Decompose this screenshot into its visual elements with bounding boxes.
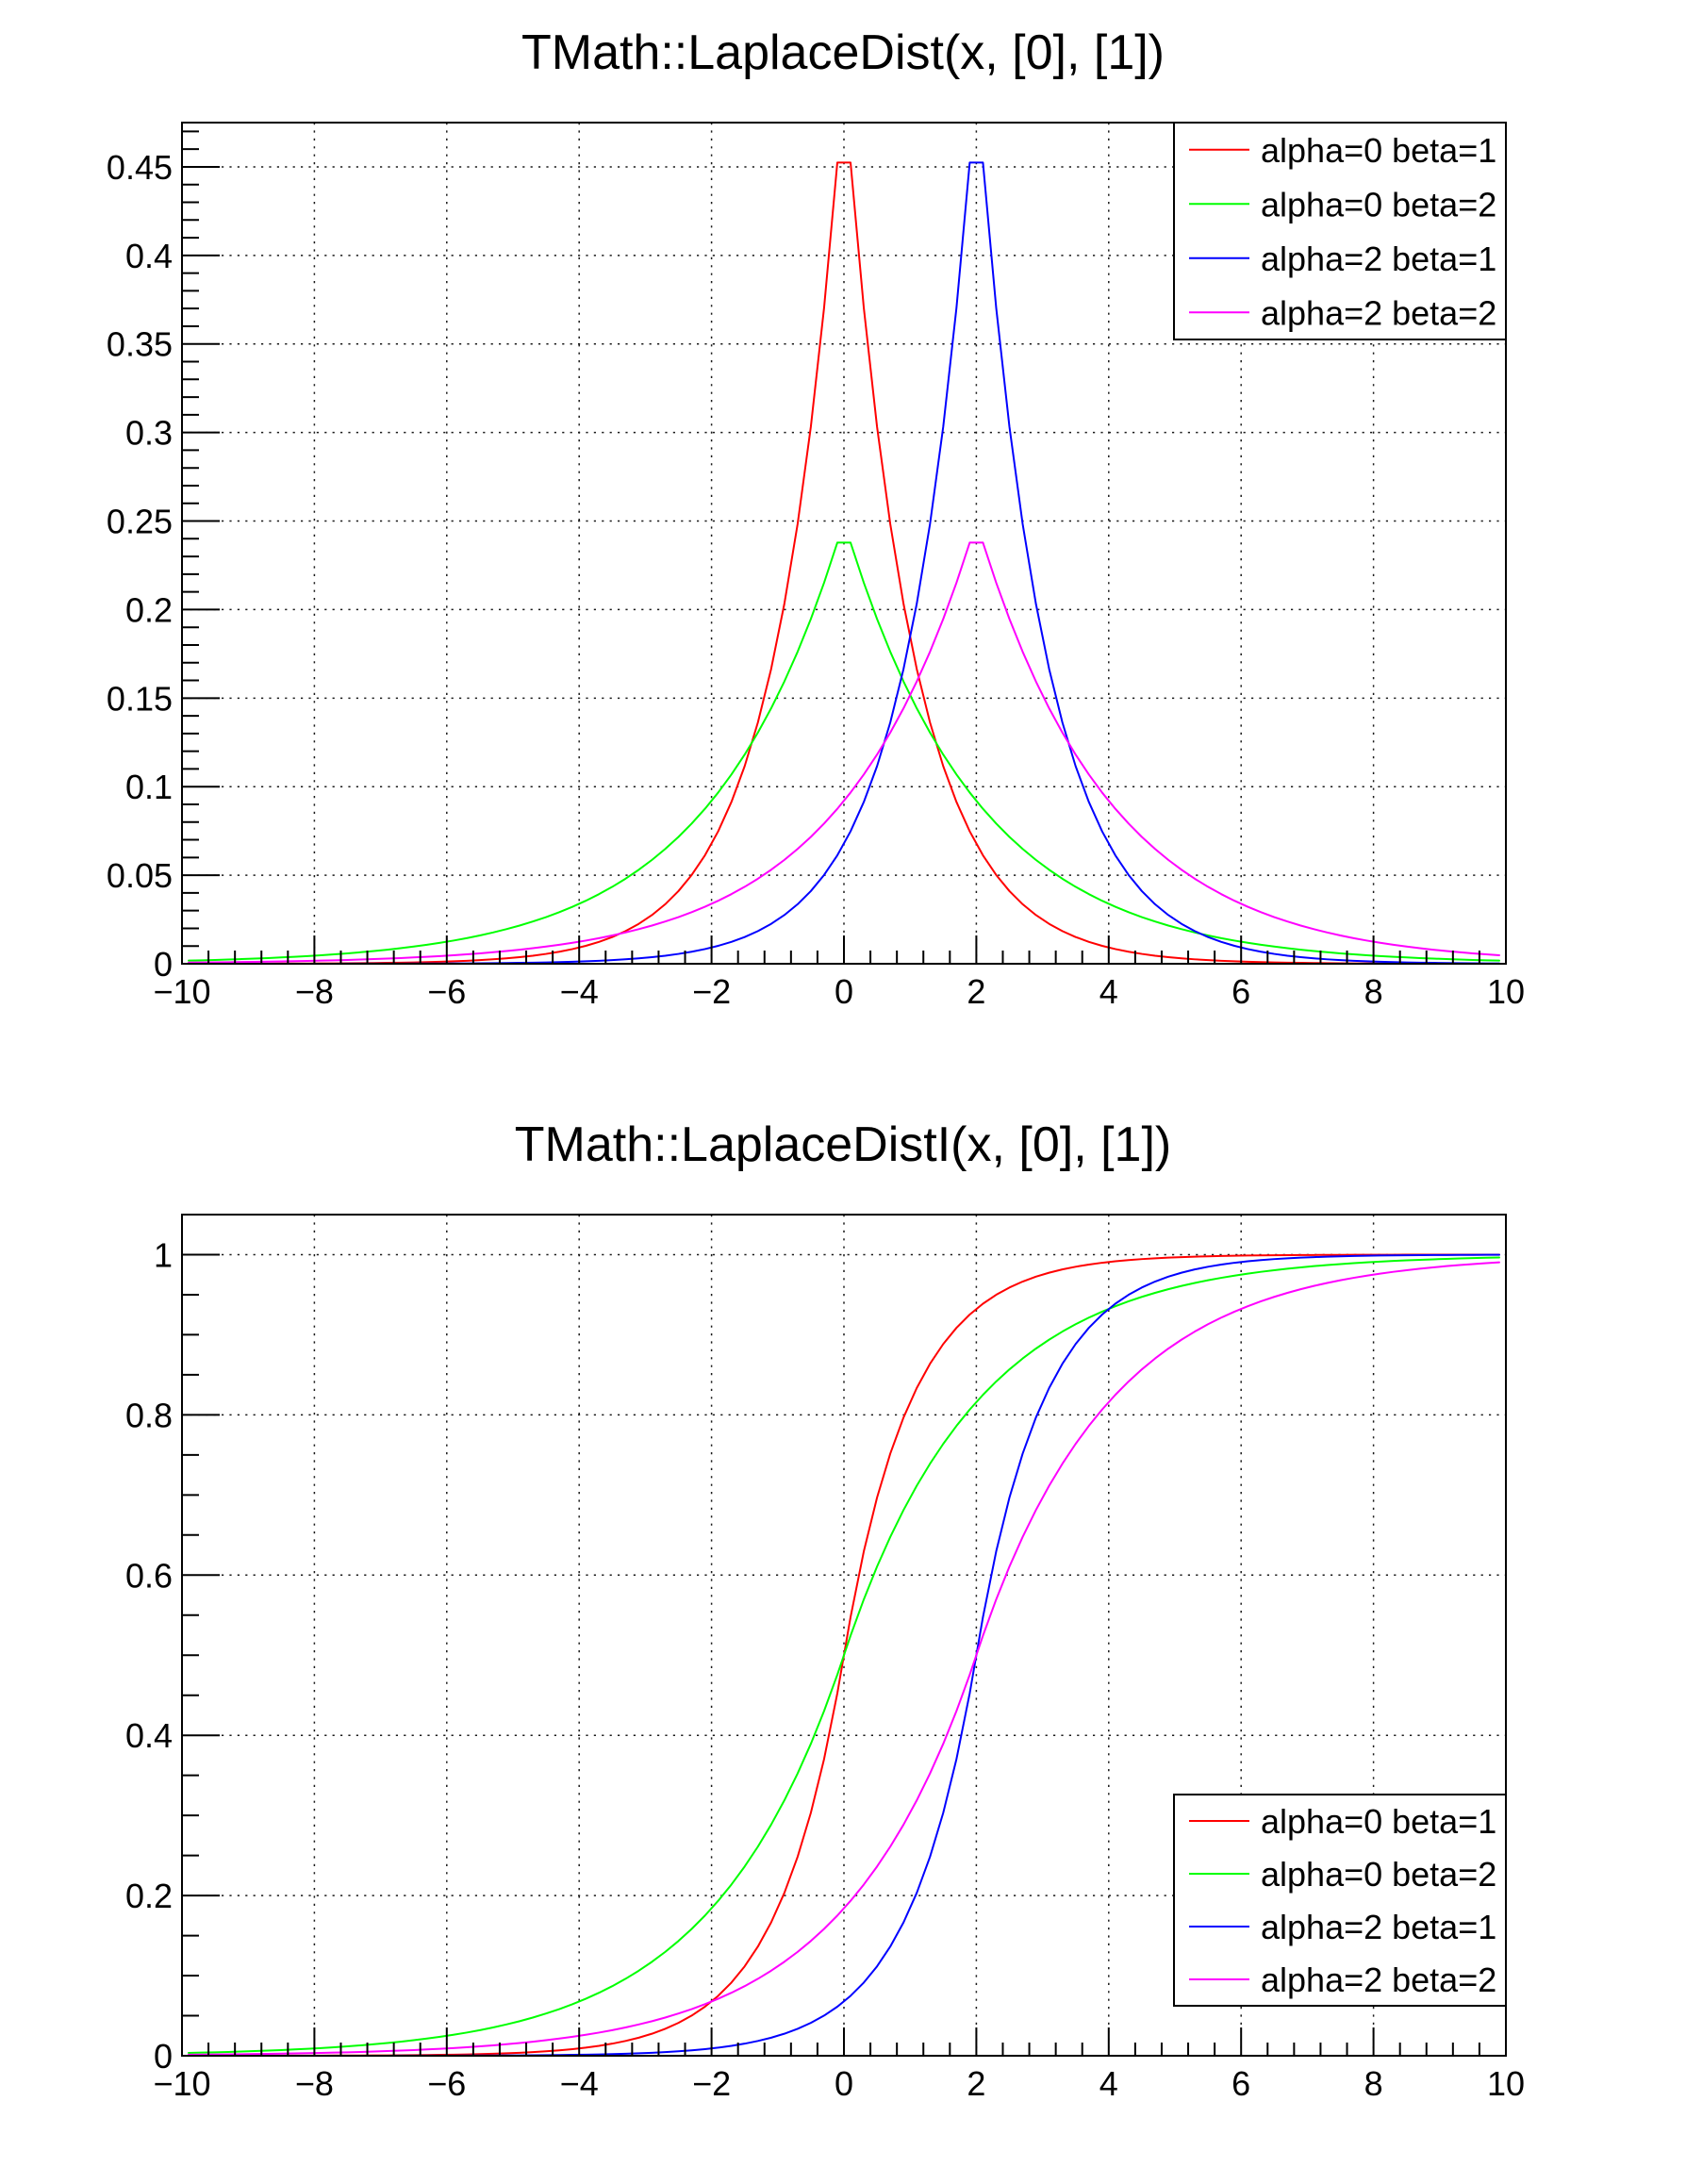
curve-alpha-0-beta-1 xyxy=(188,161,1500,964)
x-tick-label: 10 xyxy=(1487,2064,1525,2103)
y-tick-label: 1 xyxy=(154,1235,173,1274)
x-tick-label: −6 xyxy=(427,2064,466,2103)
legend-entry: alpha=0 beta=1 xyxy=(1189,131,1496,170)
legend-entry: alpha=2 beta=2 xyxy=(1189,1961,1496,1999)
legend-label: alpha=2 beta=2 xyxy=(1261,293,1496,332)
x-tick-label: 8 xyxy=(1364,972,1383,1011)
chart-title-cdf: TMath::LaplaceDistI(x, [0], [1]) xyxy=(514,1117,1172,1172)
legend-label: alpha=2 beta=1 xyxy=(1261,240,1496,278)
y-tick-label: 0.15 xyxy=(107,679,173,718)
plot-area-pdf: −10 −8 −6 −4 −2 0 2 4 6 8 10 0 0.05 0.1 0.15 0.2 0.25 0.3… xyxy=(107,122,1525,1011)
legend-entry: alpha=2 beta=2 xyxy=(1189,293,1496,332)
x-tick-label: −6 xyxy=(427,972,466,1011)
y-tick-label: 0.2 xyxy=(125,590,173,629)
x-tick-label: −2 xyxy=(692,2064,731,2103)
x-tick-label: 0 xyxy=(835,2064,853,2103)
pad-laplace-cdf: TMath::LaplaceDistI(x, [0], [1]) −10 −8 −6… xyxy=(0,1092,1686,2184)
y-tick-label: 0.25 xyxy=(107,503,173,541)
x-tick-label: 4 xyxy=(1099,972,1118,1011)
x-tick-label: −8 xyxy=(295,2064,334,2103)
y-tick-label: 0.3 xyxy=(125,414,173,453)
y-tick-label: 0 xyxy=(154,945,173,984)
x-tick-label: 6 xyxy=(1231,2064,1250,2103)
curve-alpha-0-beta-2 xyxy=(188,541,1500,962)
y-tick-label: 0.05 xyxy=(107,856,173,895)
x-tick-label: 2 xyxy=(967,972,985,1011)
pad-laplace-pdf: TMath::LaplaceDist(x, [0], [1]) −10 −8 −6−… xyxy=(107,25,1525,1011)
curve-alpha-2-beta-2 xyxy=(188,1261,1500,2056)
x-tick-label: −4 xyxy=(560,972,599,1011)
x-tick-label: −10 xyxy=(153,972,210,1011)
axis-labels: −10 −8 −6 −4 −2 0 2 4 6 8 10 0 0.05 0.1 0.15 0.2 0.25 0.3… xyxy=(107,148,1525,1011)
x-tick-label: 6 xyxy=(1231,972,1250,1011)
y-tick-label: 0.35 xyxy=(107,325,173,364)
legend-box xyxy=(1173,1794,1507,2007)
curve-alpha-0-beta-2 xyxy=(188,1256,1500,2054)
y-tick-label: 0.45 xyxy=(107,148,173,187)
x-tick-label: −8 xyxy=(295,972,334,1011)
plot-area-cdf: −10 −8 −6 −4 −2 0 2 4 6 8 10 0 0.2 0.4 0.6 0.8 1 alpha=0 … xyxy=(125,1214,1525,2103)
chart-title-pdf: TMath::LaplaceDist(x, [0], [1]) xyxy=(521,25,1165,80)
y-tick-label: 0.1 xyxy=(125,768,173,806)
legend-label: alpha=0 beta=2 xyxy=(1261,185,1496,223)
legend-label: alpha=2 beta=2 xyxy=(1261,1961,1496,1999)
x-tick-label: 0 xyxy=(835,972,853,1011)
legend-label: alpha=2 beta=1 xyxy=(1261,1908,1496,1946)
legend-label: alpha=0 beta=1 xyxy=(1261,1802,1496,1841)
x-tick-label: −10 xyxy=(153,2064,210,2103)
legend: alpha=0 beta=1 alpha=0 beta=2 alpha=2 beta… xyxy=(1173,1794,1507,2007)
y-tick-label: 0.8 xyxy=(125,1396,173,1434)
x-tick-label: 8 xyxy=(1364,2064,1383,2103)
axis-ticks xyxy=(181,130,1507,965)
legend-entry: alpha=2 beta=1 xyxy=(1189,1908,1496,1946)
axis-ticks xyxy=(181,1253,1507,2057)
x-tick-label: 4 xyxy=(1099,2064,1118,2103)
curve-alpha-2-beta-2 xyxy=(188,541,1500,964)
x-tick-label: 2 xyxy=(967,2064,985,2103)
legend-entry: alpha=0 beta=2 xyxy=(1189,185,1496,223)
legend-entry: alpha=0 beta=2 xyxy=(1189,1855,1496,1894)
y-tick-label: 0.6 xyxy=(125,1556,173,1595)
legend-entry: alpha=0 beta=1 xyxy=(1189,1802,1496,1841)
y-tick-label: 0.4 xyxy=(125,237,173,275)
x-tick-label: 10 xyxy=(1487,972,1525,1011)
legend-label: alpha=0 beta=2 xyxy=(1261,1855,1496,1894)
legend-entry: alpha=2 beta=1 xyxy=(1189,240,1496,278)
x-tick-label: −2 xyxy=(692,972,731,1011)
legend-label: alpha=0 beta=1 xyxy=(1261,131,1496,170)
y-tick-label: 0.4 xyxy=(125,1716,173,1755)
legend: alpha=0 beta=1 alpha=0 beta=2 alpha=2 beta… xyxy=(1173,122,1507,340)
y-tick-label: 0 xyxy=(154,2037,173,2076)
axis-labels: −10 −8 −6 −4 −2 0 2 4 6 8 10 0 0.2 0.4 0.6 0.8 1 xyxy=(125,1235,1525,2103)
x-tick-label: −4 xyxy=(560,2064,599,2103)
legend-box xyxy=(1173,122,1507,340)
y-tick-label: 0.2 xyxy=(125,1877,173,1915)
